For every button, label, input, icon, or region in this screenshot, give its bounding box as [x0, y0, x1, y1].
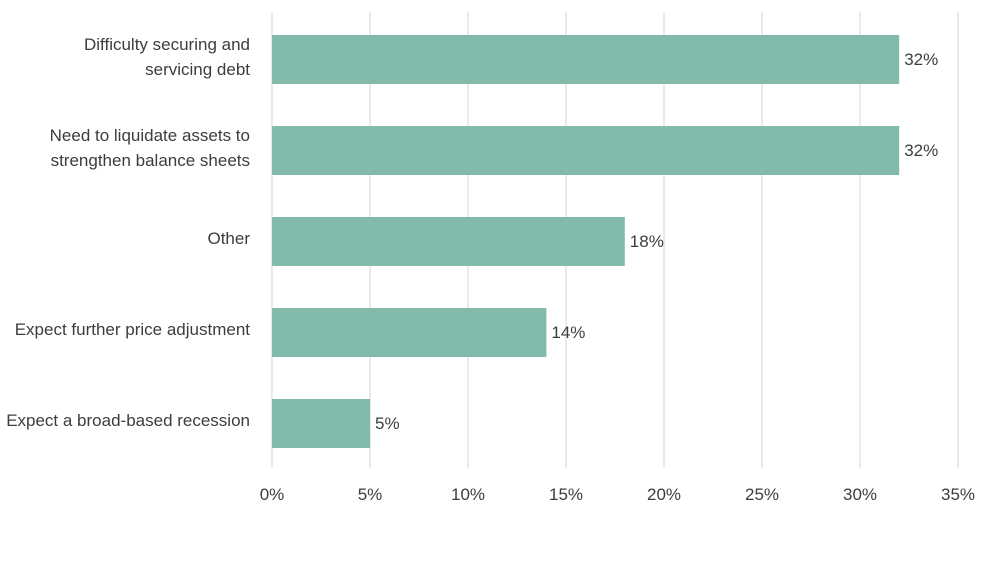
category-label-line: Difficulty securing and	[84, 34, 250, 54]
x-tick-label: 10%	[450, 485, 486, 504]
bars	[272, 35, 900, 448]
x-tick-label: 35%	[940, 485, 976, 504]
category-label-line: Expect further price adjustment	[14, 320, 250, 339]
bar	[272, 399, 370, 448]
bar-value-label: 32%	[904, 140, 939, 160]
category-label: Other	[0, 226, 250, 251]
bar-value-label: 5%	[375, 413, 400, 433]
category-label: Need to liquidate assets to strengthen ba…	[0, 123, 250, 173]
x-tick-label: 20%	[646, 485, 682, 504]
x-tick-label: 25%	[744, 485, 780, 504]
category-label: Expect further price adjustment	[0, 317, 250, 342]
category-label-line: Other	[207, 229, 250, 248]
bar	[272, 35, 900, 84]
category-label: Expect a broad-based recession	[0, 408, 250, 433]
bar	[272, 126, 900, 175]
bar	[272, 308, 547, 357]
x-tick-label: 5%	[357, 485, 383, 504]
bar	[272, 217, 625, 266]
bar-value-label: 14%	[551, 322, 586, 342]
bar-value-label: 32%	[904, 49, 939, 69]
category-label: Difficulty securing and servicing debt	[0, 32, 250, 82]
bar-value-label: 18%	[629, 231, 664, 251]
x-tick-label: 30%	[842, 485, 878, 504]
category-label-line: servicing debt	[145, 59, 250, 79]
category-label-line: Need to liquidate assets to	[49, 125, 250, 145]
x-tick-label: 15%	[548, 485, 584, 504]
category-label-line: strengthen balance sheets	[50, 150, 250, 170]
x-tick-label: 0%	[259, 485, 285, 504]
category-label-line: Expect a broad-based recession	[6, 411, 250, 430]
